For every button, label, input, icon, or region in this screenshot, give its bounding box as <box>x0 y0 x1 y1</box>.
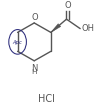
Text: O: O <box>65 1 71 10</box>
Text: H: H <box>31 69 37 75</box>
Text: N: N <box>31 64 37 73</box>
Polygon shape <box>51 24 61 32</box>
Text: O: O <box>32 13 39 22</box>
Text: HCl: HCl <box>39 94 55 104</box>
Text: Apc: Apc <box>13 40 23 45</box>
Text: OH: OH <box>81 24 94 33</box>
